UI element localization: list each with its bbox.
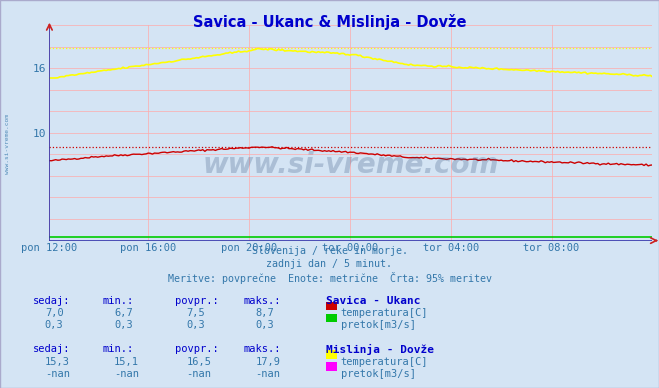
Text: Meritve: povprečne  Enote: metrične  Črta: 95% meritev: Meritve: povprečne Enote: metrične Črta:…: [167, 272, 492, 284]
Text: www.si-vreme.com: www.si-vreme.com: [5, 114, 11, 173]
Text: 0,3: 0,3: [186, 320, 205, 330]
Text: 16,5: 16,5: [186, 357, 212, 367]
Text: 15,3: 15,3: [45, 357, 70, 367]
Text: -nan: -nan: [114, 369, 139, 379]
Text: -nan: -nan: [256, 369, 281, 379]
Text: pretok[m3/s]: pretok[m3/s]: [341, 369, 416, 379]
Text: 15,1: 15,1: [114, 357, 139, 367]
Text: pretok[m3/s]: pretok[m3/s]: [341, 320, 416, 330]
Text: zadnji dan / 5 minut.: zadnji dan / 5 minut.: [266, 259, 393, 269]
Text: sedaj:: sedaj:: [33, 344, 71, 354]
Text: Mislinja - Dovže: Mislinja - Dovže: [326, 344, 434, 355]
Text: 17,9: 17,9: [256, 357, 281, 367]
Text: sedaj:: sedaj:: [33, 296, 71, 306]
Text: temperatura[C]: temperatura[C]: [341, 308, 428, 319]
Text: 7,0: 7,0: [45, 308, 63, 319]
Text: maks.:: maks.:: [244, 296, 281, 306]
Text: -nan: -nan: [186, 369, 212, 379]
Text: 6,7: 6,7: [114, 308, 132, 319]
Text: Savica - Ukanc & Mislinja - Dovže: Savica - Ukanc & Mislinja - Dovže: [192, 14, 467, 29]
Text: 7,5: 7,5: [186, 308, 205, 319]
Text: min.:: min.:: [102, 296, 133, 306]
Text: povpr.:: povpr.:: [175, 296, 218, 306]
Text: -nan: -nan: [45, 369, 70, 379]
Text: 0,3: 0,3: [256, 320, 274, 330]
Text: 8,7: 8,7: [256, 308, 274, 319]
Text: min.:: min.:: [102, 344, 133, 354]
Text: 0,3: 0,3: [114, 320, 132, 330]
Text: www.si-vreme.com: www.si-vreme.com: [203, 151, 499, 179]
Text: povpr.:: povpr.:: [175, 344, 218, 354]
Text: maks.:: maks.:: [244, 344, 281, 354]
Text: Savica - Ukanc: Savica - Ukanc: [326, 296, 420, 306]
Text: temperatura[C]: temperatura[C]: [341, 357, 428, 367]
Text: Slovenija / reke in morje.: Slovenija / reke in morje.: [252, 246, 407, 256]
Text: 0,3: 0,3: [45, 320, 63, 330]
